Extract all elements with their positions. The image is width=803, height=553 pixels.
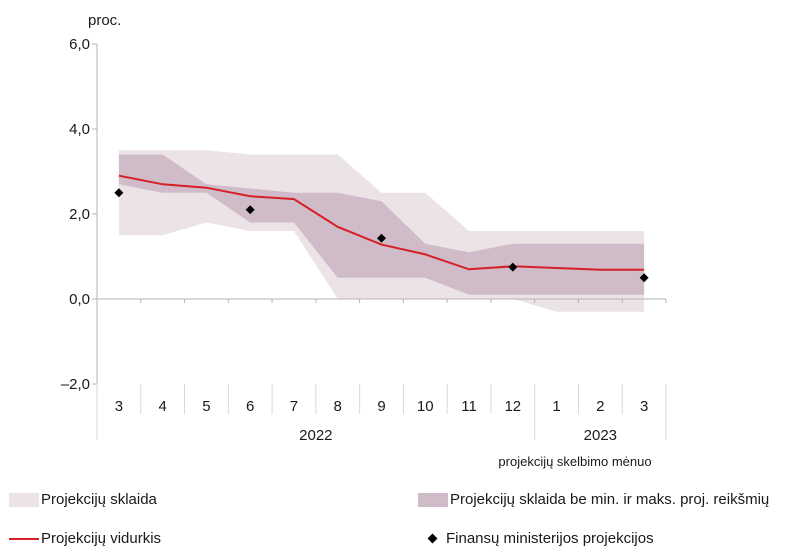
x-tick-label: 6 — [246, 398, 254, 415]
x-tick-label: 5 — [202, 398, 210, 415]
x-tick-label: 10 — [417, 398, 434, 415]
ministry-point — [639, 273, 649, 283]
year-label: 2022 — [299, 427, 332, 444]
y-axis-unit-label: proc. — [88, 12, 121, 29]
x-tick-label: 9 — [377, 398, 385, 415]
y-tick-label: 6,0 — [69, 36, 90, 53]
y-tick-label: 2,0 — [69, 206, 90, 223]
bands — [118, 150, 645, 312]
y-tick-label: –2,0 — [61, 376, 90, 393]
points-layer — [114, 188, 649, 283]
mean-line — [118, 174, 645, 271]
x-tick-label: 11 — [461, 398, 477, 415]
ministry-point — [245, 205, 255, 215]
y-tick-label: 4,0 — [69, 121, 90, 138]
ministry-point — [377, 233, 386, 243]
x-tick-label: 3 — [115, 398, 123, 415]
x-axis-title: projekcijų skelbimo mėnuo — [498, 454, 651, 469]
band-series-1 — [118, 154, 645, 295]
y-tick-label: 0,0 — [69, 291, 90, 308]
x-tick-label: 2 — [596, 398, 604, 415]
ministry-point — [508, 262, 518, 272]
axes — [92, 43, 667, 440]
x-tick-label: 12 — [504, 398, 521, 415]
mean-line-layer — [118, 174, 645, 271]
x-tick-label: 1 — [552, 398, 560, 415]
x-tick-label: 8 — [334, 398, 342, 415]
x-tick-label: 4 — [158, 398, 166, 415]
x-tick-label: 3 — [640, 398, 648, 415]
x-tick-label: 7 — [290, 398, 298, 415]
ministry-point — [114, 188, 124, 198]
year-label: 2023 — [584, 427, 617, 444]
